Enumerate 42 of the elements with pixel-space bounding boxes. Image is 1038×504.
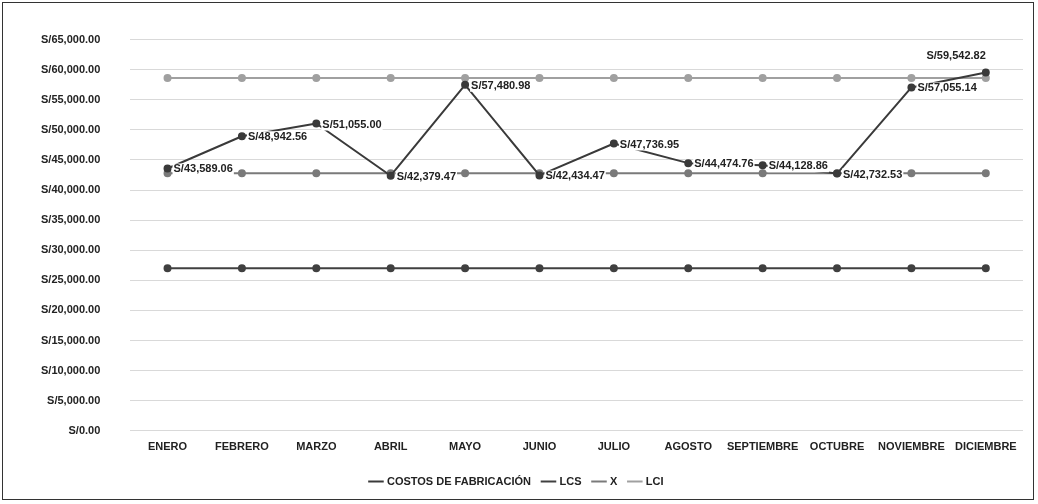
data-label: S/42,434.47 [545, 169, 605, 182]
x-tick-label: AGOSTO [664, 440, 713, 453]
x-tick-label: OCTUBRE [809, 440, 865, 453]
y-tick-label: S/10,000.00 [40, 363, 101, 376]
y-tick-label: S/40,000.00 [40, 183, 101, 196]
y-tick-label: S/20,000.00 [40, 303, 101, 316]
x-tick-label: ENERO [147, 440, 188, 453]
data-label: S/57,480.98 [471, 78, 531, 91]
y-tick-label: S/55,000.00 [40, 92, 101, 105]
y-tick-label: S/45,000.00 [40, 153, 101, 165]
y-tick-label: S/60,000.00 [40, 62, 101, 75]
x-tick-label: MAYO [449, 440, 482, 453]
y-tick-label: S/25,000.00 [40, 273, 101, 286]
data-label: S/42,379.47 [396, 169, 457, 182]
x-tick-label: NOVIEMBRE [878, 440, 945, 453]
data-label: S/43,589.06 [173, 162, 233, 175]
data-label: S/47,736.95 [619, 137, 680, 150]
y-tick-label: S/50,000.00 [40, 122, 101, 135]
data-label: S/44,474.76 [694, 157, 754, 170]
legend-label: COSTOS DE FABRICACIÓN [386, 474, 532, 487]
data-label: S/48,942.56 [247, 130, 308, 143]
y-tick-label: S/15,000.00 [40, 333, 101, 346]
y-tick-label: S/35,000.00 [40, 213, 101, 226]
x-tick-label: ABRIL [373, 440, 408, 453]
data-label: S/42,732.53 [843, 167, 903, 180]
y-tick-label: S/30,000.00 [40, 243, 101, 256]
x-tick-label: JULIO [597, 440, 631, 453]
y-tick-label: S/65,000.00 [40, 32, 101, 45]
legend-label: X [609, 474, 618, 487]
x-tick-label: MARZO [296, 440, 337, 453]
data-label: S/51,055.00 [322, 117, 382, 130]
x-tick-label: FEBRERO [215, 440, 270, 453]
y-tick-label: S/5,000.00 [47, 393, 101, 406]
legend-label: LCS [559, 474, 582, 487]
x-tick-label: SEPTIEMBRE [726, 440, 799, 453]
legend-label: LCI [645, 474, 664, 487]
x-tick-label: JUNIO [522, 440, 557, 453]
data-label: S/59,542.82 [926, 49, 986, 62]
x-tick-label: DICIEMBRE [954, 440, 1017, 453]
data-label: S/44,128.86 [768, 159, 828, 172]
data-label: S/57,055.14 [917, 81, 978, 94]
y-tick-label: S/0.00 [68, 423, 101, 436]
